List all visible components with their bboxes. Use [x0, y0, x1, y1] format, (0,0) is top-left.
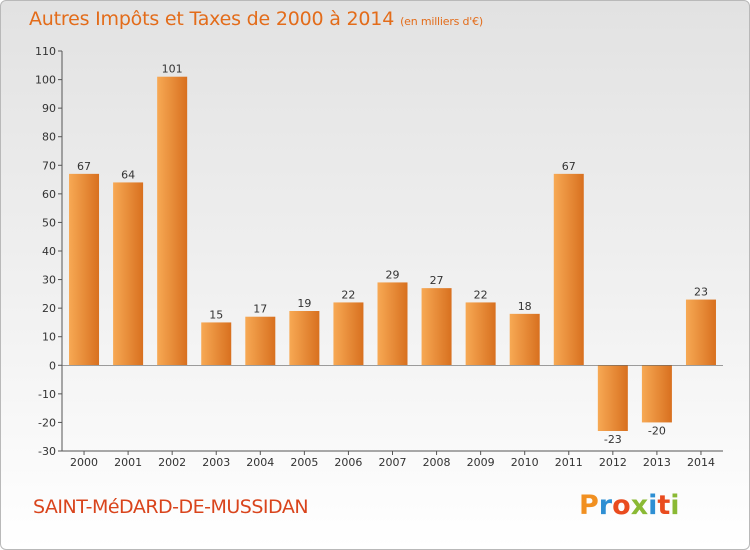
logo-letter: P: [579, 490, 599, 521]
y-tick-label: 40: [42, 245, 56, 258]
y-tick-label: -10: [38, 388, 56, 401]
y-tick-label: 20: [42, 302, 56, 315]
bar-value-label: 22: [474, 288, 488, 301]
x-tick-label: 2003: [202, 456, 230, 469]
x-tick-label: 2008: [423, 456, 451, 469]
logo-letter: t: [657, 490, 671, 521]
bar-2010: [509, 313, 540, 366]
x-tick-label: 2010: [511, 456, 539, 469]
logo-letter: x: [630, 490, 649, 521]
y-tick-label: 60: [42, 188, 56, 201]
bar-value-label: 101: [162, 63, 183, 76]
bar-2013: [641, 365, 672, 423]
x-tick-label: 2006: [334, 456, 362, 469]
x-tick-label: 2011: [555, 456, 583, 469]
bar-value-label: 29: [386, 268, 400, 281]
y-tick-label: -30: [38, 445, 56, 458]
bar-value-label: 67: [77, 160, 91, 173]
chart-title-text: Autres Impôts et Taxes de 2000 à 2014: [29, 8, 395, 30]
y-tick-label: 70: [42, 159, 56, 172]
bar-2005: [289, 311, 320, 366]
bar-2009: [465, 302, 496, 366]
y-tick-label: 90: [42, 102, 56, 115]
bar-value-label: 15: [209, 308, 223, 321]
y-tick-label: 110: [35, 45, 56, 58]
y-tick-label: -20: [38, 416, 56, 429]
bar-value-label: 67: [562, 160, 576, 173]
logo-letter: i: [670, 490, 680, 521]
bar-2004: [245, 316, 276, 366]
x-tick-label: 2002: [158, 456, 186, 469]
bar-value-label: 17: [253, 303, 267, 316]
x-tick-label: 2007: [379, 456, 407, 469]
bar-value-label: 19: [297, 297, 311, 310]
logo-letter: r: [598, 490, 613, 521]
bar-value-label: 23: [694, 286, 708, 299]
bar-2006: [333, 302, 364, 366]
x-tick-label: 2009: [467, 456, 495, 469]
bar-2014: [685, 299, 716, 366]
bar-value-label: -23: [604, 433, 622, 446]
y-tick-label: 80: [42, 131, 56, 144]
chart-title: Autres Impôts et Taxes de 2000 à 2014 (en…: [29, 8, 483, 30]
bar-2003: [201, 322, 232, 366]
x-tick-label: 2004: [246, 456, 274, 469]
proxiti-logo: Proxiti: [579, 490, 680, 521]
y-tick-label: 100: [35, 74, 56, 87]
logo-letter: o: [612, 490, 631, 521]
y-tick-label: 30: [42, 274, 56, 287]
bar-2007: [377, 282, 408, 366]
x-tick-label: 2000: [70, 456, 98, 469]
bar-value-label: 18: [518, 300, 532, 313]
x-tick-label: 2012: [599, 456, 627, 469]
y-tick-label: 0: [49, 359, 56, 372]
bar-value-label: 64: [121, 168, 135, 181]
bar-2012: [597, 365, 628, 431]
x-tick-label: 2005: [290, 456, 318, 469]
x-tick-label: 2013: [643, 456, 671, 469]
bar-value-label: -20: [648, 424, 666, 437]
x-tick-label: 2001: [114, 456, 142, 469]
x-tick-label: 2014: [687, 456, 715, 469]
bar-2000: [69, 173, 100, 366]
bar-value-label: 22: [341, 288, 355, 301]
logo-letter: i: [648, 490, 658, 521]
commune-name: SAINT-MéDARD-DE-MUSSIDAN: [33, 496, 309, 518]
bar-2008: [421, 288, 452, 366]
y-tick-label: 10: [42, 331, 56, 344]
chart-unit: (en milliers d'€): [400, 15, 483, 28]
bar-2002: [157, 76, 188, 366]
y-tick-label: 50: [42, 216, 56, 229]
bar-value-label: 27: [430, 274, 444, 287]
bar-2011: [553, 173, 584, 366]
bar-2001: [113, 182, 144, 366]
